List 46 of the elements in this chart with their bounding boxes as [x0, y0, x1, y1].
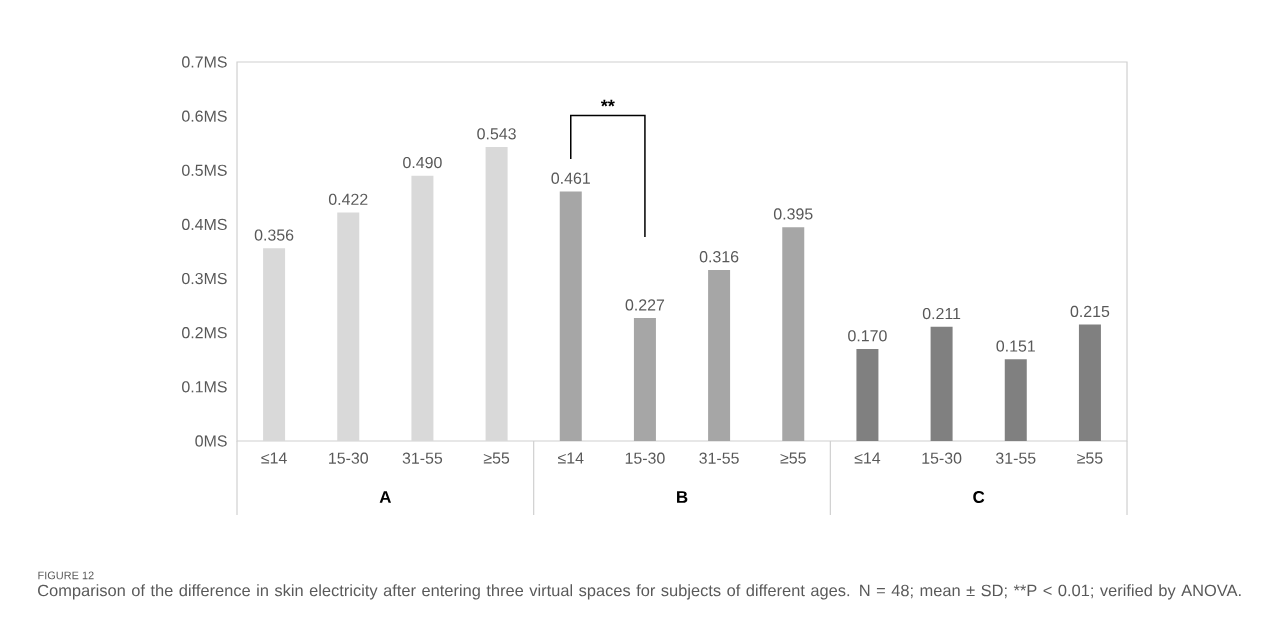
x-tick-label: ≤14: [558, 452, 584, 464]
y-tick-label: 0.3MS: [182, 272, 227, 285]
bar: [708, 269, 731, 441]
data-label: 0.422: [328, 193, 368, 205]
x-tick-label: 15-30: [329, 452, 368, 464]
data-label: 0.215: [1070, 305, 1110, 318]
x-tick-label: 31-55: [995, 452, 1036, 464]
bar: [930, 326, 953, 441]
x-tick-label: ≥55: [483, 452, 510, 464]
x-tick-label: ≤14: [854, 452, 881, 464]
x-tick-label: ≤14: [261, 452, 287, 464]
bar: [633, 318, 656, 441]
bar: [1004, 359, 1027, 441]
x-tick-label: 31-55: [402, 452, 443, 464]
data-label: 0.356: [254, 229, 294, 241]
y-tick-label: 0.4MS: [182, 218, 227, 231]
bar: [559, 191, 582, 441]
y-tick-label: 0.2MS: [182, 327, 227, 339]
data-label: 0.543: [477, 128, 516, 140]
y-tick-label: 0.1MS: [182, 381, 227, 393]
text: A: [379, 491, 391, 503]
x-tick-label: 31-55: [699, 452, 739, 464]
data-label: 0.170: [848, 330, 887, 342]
y-tick-label: 0.7MS: [182, 56, 227, 68]
data-label: 0.490: [403, 156, 442, 169]
y-tick-label: 0MS: [195, 435, 227, 447]
caption: FIGURE 12: [38, 571, 94, 580]
x-tick-label: 15-30: [625, 452, 665, 464]
data-label: 0.395: [773, 208, 813, 220]
bar: [856, 348, 879, 441]
x-tick-label: 15-30: [922, 452, 962, 464]
data-label: 0.211: [922, 307, 961, 320]
x-tick-label: ≥55: [1077, 452, 1103, 464]
text: C: [973, 491, 985, 503]
y-tick-label: 0.6MS: [182, 110, 227, 122]
data-label: 0.227: [625, 299, 665, 311]
data-label: 0.316: [699, 251, 739, 263]
x-tick-label: ≥55: [780, 452, 806, 464]
text: Comparison of the difference in skin electricity after entering three virtual spaces for subjects of different ages. N = 48; mean ± SD; **P < 0.01; verified by ANOVA.: [38, 584, 1241, 600]
bar: [782, 227, 805, 441]
data-label: 0.151: [996, 340, 1035, 352]
annotation: **: [600, 99, 615, 107]
bar: [1078, 324, 1101, 441]
data-label: 0.461: [551, 172, 590, 184]
text: B: [677, 491, 688, 503]
y-tick-label: 0.5MS: [182, 164, 227, 176]
